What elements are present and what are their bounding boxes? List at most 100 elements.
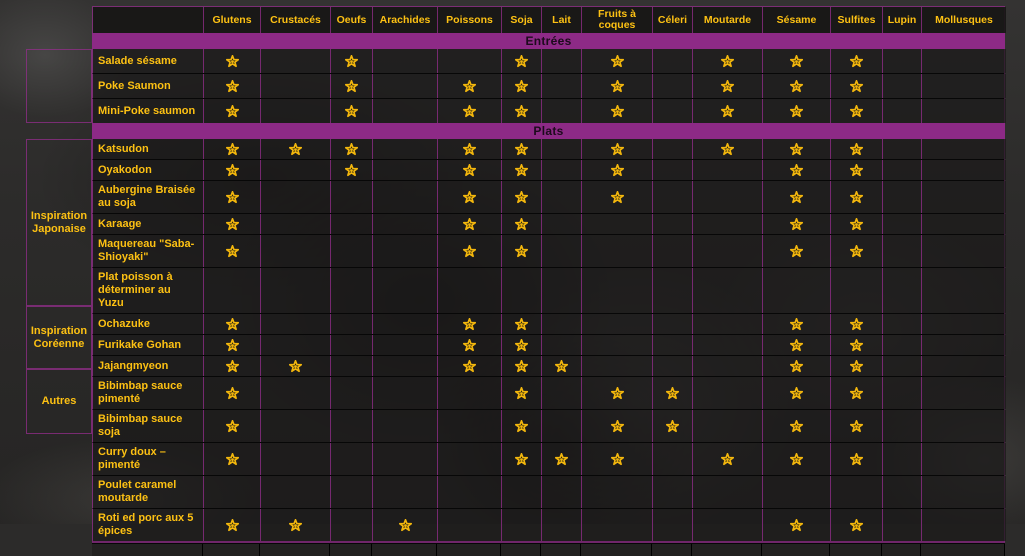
column-header-label: Moutarde <box>703 13 752 26</box>
allergen-star <box>610 79 624 93</box>
star-icon <box>610 386 624 399</box>
allergen-cell <box>261 49 331 73</box>
star-icon <box>515 244 528 257</box>
allergen-cell <box>373 443 438 475</box>
allergen-star <box>515 419 528 433</box>
allergen-cell <box>693 443 763 475</box>
dish-row: Bibimbap sauce pimenté <box>92 376 1006 409</box>
column-header-label: Lupin <box>887 13 917 26</box>
allergen-cell <box>693 49 763 73</box>
allergen-star <box>225 244 239 258</box>
allergen-star <box>345 142 358 156</box>
allergen-cell <box>204 99 261 123</box>
allergen-star <box>610 419 624 433</box>
star-icon <box>850 452 863 465</box>
dish-row: Plat poisson à déterminer au Yuzu <box>92 267 1006 313</box>
allergen-star <box>289 518 302 532</box>
allergen-cell <box>438 314 502 334</box>
allergen-cell <box>502 214 542 234</box>
allergen-star <box>790 217 803 231</box>
column-header-label: Glutens <box>212 13 252 26</box>
star-icon <box>345 142 358 155</box>
partial-cell <box>581 544 652 556</box>
allergen-cell <box>502 235 542 267</box>
allergen-cell <box>922 214 1006 234</box>
allergen-star <box>463 142 476 156</box>
star-icon <box>515 217 528 230</box>
star-icon <box>790 79 803 92</box>
allergen-star <box>850 163 863 177</box>
dish-name: Bibimbap sauce soja <box>93 410 204 442</box>
allergen-star <box>610 452 624 466</box>
allergen-cell <box>653 335 693 355</box>
allergen-cell <box>831 356 883 376</box>
allergen-cell <box>883 356 922 376</box>
allergen-cell <box>502 410 542 442</box>
dish-name-label: Bibimbap sauce soja <box>98 413 183 438</box>
dish-name: Katsudon <box>93 139 204 159</box>
allergen-cell <box>831 99 883 123</box>
allergen-star <box>515 452 528 466</box>
allergen-cell <box>542 335 582 355</box>
star-icon <box>225 217 239 230</box>
star-icon <box>515 452 528 465</box>
allergen-cell <box>922 160 1006 180</box>
column-header-soja: Soja <box>502 7 542 33</box>
allergen-cell <box>883 509 922 541</box>
allergen-star <box>225 54 239 68</box>
allergen-star <box>790 419 803 433</box>
allergen-star <box>721 452 734 466</box>
allergen-star <box>463 317 476 331</box>
allergen-star <box>790 142 803 156</box>
dish-name: Oyakodon <box>93 160 204 180</box>
allergen-star <box>463 217 476 231</box>
partial-cell <box>692 544 762 556</box>
allergen-cell <box>922 139 1006 159</box>
allergen-star <box>790 359 803 373</box>
star-icon <box>225 163 239 176</box>
allergen-cell <box>373 49 438 73</box>
allergen-cell <box>373 160 438 180</box>
star-icon <box>515 338 528 351</box>
allergen-star <box>790 104 803 118</box>
dish-name-label: Bibimbap sauce pimenté <box>98 380 183 405</box>
partial-cell <box>882 544 921 556</box>
star-icon <box>225 359 239 372</box>
allergen-cell <box>883 181 922 213</box>
allergen-star <box>463 359 476 373</box>
allergen-cell <box>373 410 438 442</box>
allergen-cell <box>693 214 763 234</box>
allergen-cell <box>502 314 542 334</box>
allergen-cell <box>331 214 373 234</box>
group-label-autres: Autres <box>26 369 92 434</box>
allergen-cell <box>502 443 542 475</box>
allergen-cell <box>582 99 653 123</box>
allergen-star <box>463 163 476 177</box>
allergen-cell <box>542 410 582 442</box>
allergen-cell <box>438 74 502 98</box>
allergen-cell <box>922 314 1006 334</box>
star-icon <box>555 359 568 372</box>
allergen-cell <box>763 443 831 475</box>
star-icon <box>790 386 803 399</box>
allergen-cell <box>438 356 502 376</box>
allergen-cell <box>582 377 653 409</box>
allergen-cell <box>331 99 373 123</box>
dish-row: Poke Saumon <box>92 73 1006 98</box>
allergen-cell <box>502 49 542 73</box>
allergen-cell <box>831 268 883 313</box>
column-header-label: Fruits à coques <box>598 8 636 31</box>
dish-name: Curry doux – pimenté <box>93 443 204 475</box>
group-label-blank <box>26 49 92 123</box>
allergen-cell <box>373 335 438 355</box>
allergen-cell <box>653 74 693 98</box>
allergen-cell <box>883 377 922 409</box>
star-icon <box>721 452 734 465</box>
allergen-star <box>463 79 476 93</box>
dish-name: Ochazuke <box>93 314 204 334</box>
star-icon <box>463 359 476 372</box>
allergen-cell <box>261 139 331 159</box>
allergen-cell <box>542 235 582 267</box>
allergen-cell <box>653 443 693 475</box>
allergen-cell <box>582 509 653 541</box>
